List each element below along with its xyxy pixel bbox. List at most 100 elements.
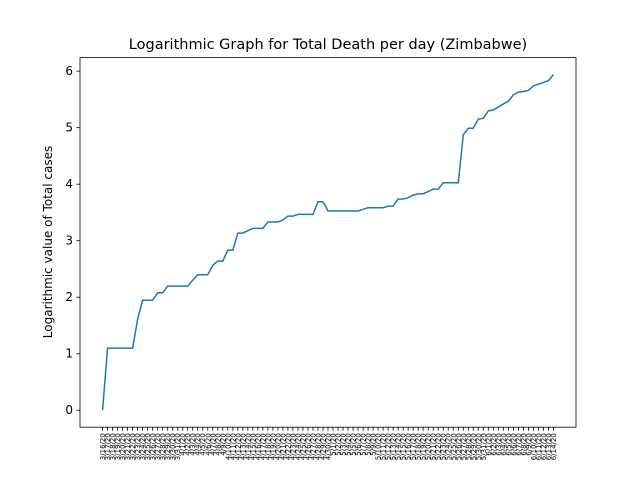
x-tick-label: 5/8/20 (365, 433, 373, 456)
x-tick-label: 3/31/20 (174, 433, 182, 460)
x-tick-label: 4/2/20 (184, 433, 192, 456)
x-tick-label: 5/4/20 (345, 433, 353, 456)
y-tick-label: 4 (65, 177, 73, 191)
x-tick-label: 4/9/20 (219, 433, 227, 456)
x-tick-label: 4/18/20 (264, 433, 272, 460)
x-tick-label: 3/17/20 (104, 433, 112, 460)
x-tick-label: 4/26/20 (304, 433, 312, 460)
x-tick-label: 4/30/20 (325, 433, 333, 460)
x-tick-label: 5/15/20 (400, 433, 408, 460)
x-tick-label: 4/10/20 (224, 433, 232, 460)
x-tick-label: 6/3/20 (495, 433, 503, 456)
x-tick-label: 3/16/20 (99, 433, 107, 460)
x-tick-label: 4/29/20 (319, 433, 327, 460)
x-tick-label: 4/16/20 (254, 433, 262, 460)
x-tick-label: 4/24/20 (294, 433, 302, 460)
x-tick-label: 3/29/20 (164, 433, 172, 460)
x-tick-label: 4/23/20 (289, 433, 297, 460)
x-tick-label: 6/6/20 (510, 433, 518, 456)
x-tick-label: 4/21/20 (279, 433, 287, 460)
x-tick-label: 4/4/20 (194, 433, 202, 456)
x-tick-label: 3/23/20 (134, 433, 142, 460)
x-tick-label: 5/24/20 (445, 433, 453, 460)
x-tick-label: 6/9/20 (525, 433, 533, 456)
x-tick-label: 5/12/20 (385, 433, 393, 460)
x-tick-label: 6/14/20 (550, 433, 558, 460)
x-tick-label: 4/25/20 (299, 433, 307, 460)
x-tick-label: 4/12/20 (234, 433, 242, 460)
x-tick-label: 4/17/20 (259, 433, 267, 460)
x-tick-label: 6/10/20 (530, 433, 538, 460)
x-tick-label: 6/11/20 (535, 433, 543, 460)
x-tick-label: 3/20/20 (119, 433, 127, 460)
x-tick-label: 4/5/20 (199, 433, 207, 456)
x-tick-label: 5/7/20 (360, 433, 368, 456)
y-tick-label: 5 (65, 121, 73, 135)
y-tick-label: 3 (65, 234, 73, 248)
x-tick-label: 5/26/20 (455, 433, 463, 460)
y-axis-label: Logarithmic value of Total cases (41, 146, 55, 338)
x-tick-label: 5/18/20 (415, 433, 423, 460)
x-tick-label: 4/1/20 (179, 433, 187, 456)
x-tick-label: 4/22/20 (284, 433, 292, 460)
x-tick-label: 5/29/20 (470, 433, 478, 460)
x-tick-label: 5/13/20 (390, 433, 398, 460)
x-tick-label: 4/19/20 (269, 433, 277, 460)
x-tick-label: 6/13/20 (545, 433, 553, 460)
x-tick-label: 5/14/20 (395, 433, 403, 460)
chart-title: Logarithmic Graph for Total Death per da… (129, 37, 527, 53)
x-tick-label: 5/21/20 (430, 433, 438, 460)
x-tick-label: 3/27/20 (154, 433, 162, 460)
x-tick-label: 3/24/20 (139, 433, 147, 460)
x-tick-label: 4/11/20 (229, 433, 237, 460)
x-tick-label: 4/8/20 (214, 433, 222, 456)
x-tick-label: 5/16/20 (405, 433, 413, 460)
x-tick-label: 5/30/20 (475, 433, 483, 460)
x-tick-label: 4/3/20 (189, 433, 197, 456)
x-tick-label: 3/26/20 (149, 433, 157, 460)
x-tick-label: 6/8/20 (520, 433, 528, 456)
x-tick-label: 6/1/20 (485, 433, 493, 456)
x-tick-label: 6/7/20 (515, 433, 523, 456)
x-tick-label: 3/25/20 (144, 433, 152, 460)
x-tick-label: 5/27/20 (460, 433, 468, 460)
x-tick-label: 4/13/20 (239, 433, 247, 460)
x-tick-label: 4/7/20 (209, 433, 217, 456)
x-tick-label: 5/2/20 (335, 433, 343, 456)
x-tick-label: 5/17/20 (410, 433, 418, 460)
x-tick-label: 4/28/20 (314, 433, 322, 460)
x-tick-label: 3/18/20 (109, 433, 117, 460)
x-tick-label: 4/6/20 (204, 433, 212, 456)
x-tick-label: 5/3/20 (340, 433, 348, 456)
x-tick-label: 6/5/20 (505, 433, 513, 456)
x-tick-label: 5/19/20 (420, 433, 428, 460)
x-tick-label: 3/21/20 (124, 433, 132, 460)
x-tick-label: 4/14/20 (244, 433, 252, 460)
x-tick-label: 5/5/20 (350, 433, 358, 456)
x-tick-label: 5/11/20 (380, 433, 388, 460)
y-tick-label: 2 (65, 290, 73, 304)
x-tick-label: 3/19/20 (114, 433, 122, 460)
x-tick-label: 4/20/20 (274, 433, 282, 460)
x-tick-label: 5/6/20 (355, 433, 363, 456)
y-tick-label: 6 (65, 64, 73, 78)
x-tick-label: 6/12/20 (540, 433, 548, 460)
x-tick-label: 5/23/20 (440, 433, 448, 460)
x-tick-label: 5/22/20 (435, 433, 443, 460)
x-tick-label: 5/1/20 (330, 433, 338, 456)
x-tick-label: 5/28/20 (465, 433, 473, 460)
x-tick-label: 5/25/20 (450, 433, 458, 460)
x-tick-label: 5/10/20 (375, 433, 383, 460)
x-tick-label: 3/28/20 (159, 433, 167, 460)
x-tick-label: 4/27/20 (309, 433, 317, 460)
x-tick-label: 4/15/20 (249, 433, 257, 460)
x-tick-label: 5/31/20 (480, 433, 488, 460)
x-tick-label: 6/4/20 (500, 433, 508, 456)
y-tick-label: 1 (65, 347, 73, 361)
x-tick-label: 5/20/20 (425, 433, 433, 460)
y-tick-label: 0 (65, 403, 73, 417)
x-tick-label: 5/9/20 (370, 433, 378, 456)
x-tick-label: 6/2/20 (490, 433, 498, 456)
